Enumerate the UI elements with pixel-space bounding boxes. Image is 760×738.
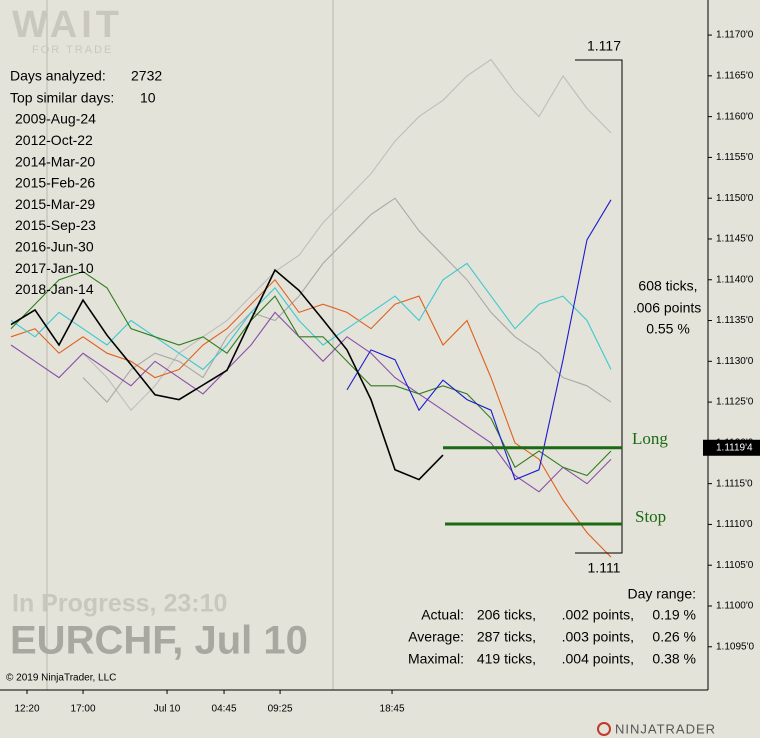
days-value: 2732 (131, 68, 162, 84)
brand: NINJATRADER (615, 721, 716, 736)
price-line (82, 197, 612, 403)
similar-day: 2018-Jan-14 (15, 281, 94, 297)
range-pct: 0.55 % (646, 321, 690, 337)
y-tick-label: 1.1115'0 (716, 478, 753, 489)
stop-label: Stop (635, 507, 666, 526)
day-range-title: Day range: (628, 586, 696, 602)
day-range-cell: 0.38 % (652, 651, 696, 667)
day-range-cell: .004 points, (562, 651, 634, 667)
range-low: 1.111 (588, 560, 621, 576)
day-range-cell: .003 points, (562, 629, 634, 645)
instrument: EURCHF, Jul 10 (10, 619, 308, 663)
copyright: © 2019 NinjaTrader, LLC (6, 673, 116, 684)
similar-day: 2015-Feb-26 (15, 175, 95, 191)
x-tick-label: 09:25 (268, 704, 293, 715)
price-line (346, 199, 612, 481)
y-tick-label: 1.1105'0 (716, 560, 754, 571)
y-tick-label: 1.1160'0 (716, 111, 754, 122)
x-tick-label: 12:20 (14, 704, 39, 715)
x-tick-label: 18:45 (380, 704, 405, 715)
last-price-box (703, 439, 760, 456)
similar-day: 2014-Mar-20 (15, 153, 95, 169)
x-tick-label: Jul 10 (154, 704, 181, 715)
price-line (10, 268, 444, 481)
range-high: 1.117 (587, 38, 621, 54)
similar-day: 2015-Mar-29 (15, 196, 95, 212)
similar-day: 2017-Jan-10 (15, 260, 94, 276)
similar-day: 2016-Jun-30 (15, 239, 94, 255)
similar-day: 2015-Sep-23 (15, 217, 96, 233)
y-tick-label: 1.1130'0 (716, 356, 754, 367)
x-tick-label: 17:00 (71, 704, 96, 715)
day-range-cell: Maximal: (408, 651, 464, 667)
price-line (10, 311, 612, 493)
y-tick-label: 1.1140'0 (716, 274, 754, 285)
y-tick-label: 1.1150'0 (716, 193, 754, 204)
range-points: .006 points (633, 300, 702, 316)
similar-day: 2012-Oct-22 (15, 132, 93, 148)
plot (10, 58, 612, 558)
y-tick-label: 1.1100'0 (716, 601, 754, 612)
y-tick-label: 1.1110'0 (716, 519, 753, 530)
day-range-cell: 0.19 % (652, 607, 696, 623)
day-range-cell: Average: (408, 629, 464, 645)
day-range-cell: 206 ticks, (477, 607, 536, 623)
last-price-label: 1.1119'4 (716, 442, 753, 453)
x-tick-label: 04:45 (212, 704, 237, 715)
day-range-cell: Actual: (421, 607, 464, 623)
day-range-cell: 419 ticks, (477, 651, 536, 667)
y-tick-label: 1.1095'0 (716, 641, 754, 652)
y-tick-label: 1.1155'0 (716, 152, 754, 163)
logo-title: WAIT (12, 4, 123, 46)
day-range-cell: 287 ticks, (477, 629, 536, 645)
y-tick-label: 1.1135'0 (716, 315, 754, 326)
y-tick-label: 1.1170'0 (716, 30, 754, 41)
status: In Progress, 23:10 (12, 590, 227, 618)
brand-icon (597, 722, 611, 736)
price-line (82, 58, 612, 412)
similar-day: 2009-Aug-24 (15, 111, 96, 127)
price-line (10, 278, 612, 558)
logo-subtitle: FOR TRADE (32, 44, 113, 56)
range-bracket (575, 59, 623, 554)
y-tick-label: 1.1125'0 (716, 397, 754, 408)
similar-label: Top similar days: (10, 90, 114, 106)
similar-value: 10 (140, 90, 156, 106)
day-range-cell: .002 points, (562, 607, 634, 623)
range-ticks: 608 ticks, (638, 278, 697, 294)
day-range-cell: 0.26 % (652, 629, 696, 645)
y-tick-label: 1.1165'0 (716, 70, 754, 81)
price-line (10, 270, 612, 477)
days-label: Days analyzed: (10, 68, 106, 84)
y-tick-label: 1.1145'0 (716, 234, 754, 245)
long-label: Long (632, 429, 668, 448)
